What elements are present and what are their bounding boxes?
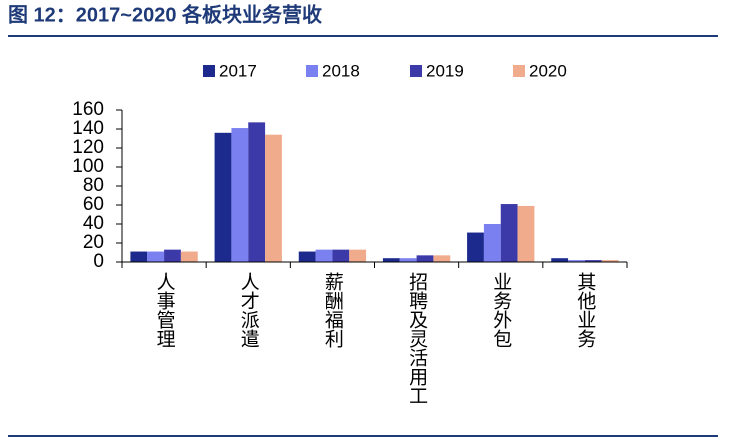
y-tick-label: 60 xyxy=(83,194,104,215)
bar xyxy=(483,224,501,262)
bar xyxy=(601,260,619,262)
bar xyxy=(399,258,417,262)
y-tick-label: 160 xyxy=(72,99,104,120)
y-tick-label: 20 xyxy=(83,232,104,253)
y-tick-label: 140 xyxy=(72,118,104,139)
bar xyxy=(265,134,282,262)
bar xyxy=(164,249,181,262)
legend-swatch xyxy=(513,65,525,77)
bar xyxy=(315,249,333,262)
bar xyxy=(231,128,249,262)
bar xyxy=(332,249,350,262)
legend-swatch xyxy=(203,65,215,77)
legend-label: 2020 xyxy=(529,61,567,80)
legend-label: 2017 xyxy=(219,61,257,80)
bar xyxy=(349,249,367,262)
bar xyxy=(568,260,585,262)
bar xyxy=(551,258,569,262)
bar xyxy=(298,251,316,262)
x-tick-label: 人才派遣 xyxy=(238,272,260,348)
bar xyxy=(500,204,518,262)
y-tick-label: 0 xyxy=(93,251,104,272)
bar xyxy=(517,205,535,262)
bar xyxy=(147,251,165,262)
x-tick-label: 薪酬福利 xyxy=(322,272,344,348)
bar xyxy=(467,232,484,262)
x-tick-label: 招聘及灵活用工 xyxy=(406,272,428,405)
y-tick-label: 40 xyxy=(83,213,104,234)
bar xyxy=(416,255,434,262)
x-tick-label: 人事管理 xyxy=(154,272,176,348)
bar xyxy=(180,251,198,262)
y-tick-label: 80 xyxy=(83,175,104,196)
bar xyxy=(248,122,266,262)
x-tick-label: 其他业务 xyxy=(574,272,596,348)
x-tick-label: 业务外包 xyxy=(490,272,512,348)
legend-swatch xyxy=(306,65,318,77)
legend-label: 2019 xyxy=(426,61,464,80)
bar xyxy=(382,258,400,262)
bar xyxy=(130,251,148,262)
y-tick-label: 100 xyxy=(72,156,104,177)
bar xyxy=(433,255,451,262)
legend-label: 2018 xyxy=(322,61,360,80)
chart-title: 图 12：2017~2020 各板块业务营收 xyxy=(8,2,322,26)
y-tick-label: 120 xyxy=(72,137,104,158)
legend-swatch xyxy=(410,65,422,77)
bar xyxy=(584,260,602,262)
bar xyxy=(214,132,232,262)
